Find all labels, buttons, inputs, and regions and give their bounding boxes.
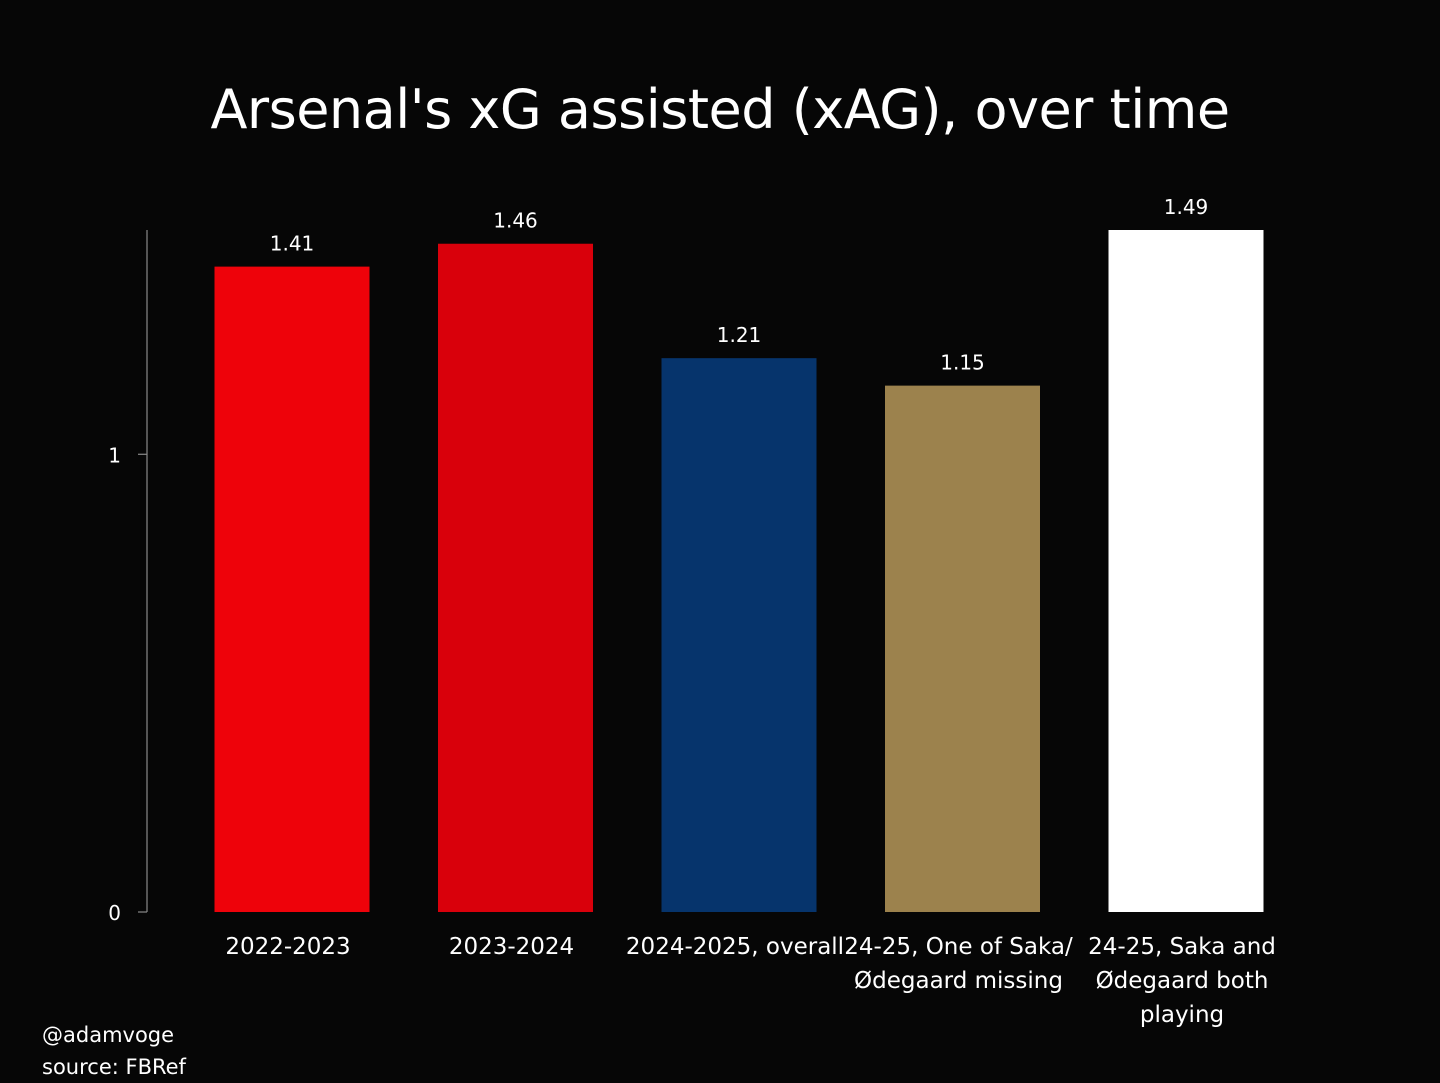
- x-tick-label: 24-25, Saka and: [1088, 934, 1276, 960]
- bar-value-label: 1.21: [717, 323, 762, 347]
- footer: @adamvoge source: FBRef: [42, 1019, 186, 1083]
- x-tick-label: 2024-2025, overall: [626, 934, 844, 960]
- bar: [438, 243, 593, 912]
- x-tick-label: 2022-2023: [225, 934, 350, 960]
- value-labels: 1.41 1.46 1.21 1.15 1.49: [270, 195, 1209, 375]
- credit-text: @adamvoge: [42, 1023, 175, 1047]
- bars: [214, 230, 1264, 913]
- bar-value-label: 1.49: [1164, 195, 1209, 219]
- x-tick-label: 2023-2024: [449, 934, 574, 960]
- bar: [1108, 230, 1264, 912]
- bar-value-label: 1.46: [493, 209, 538, 233]
- source-text: source: FBRef: [42, 1055, 186, 1079]
- bar: [661, 358, 817, 912]
- bar-value-label: 1.15: [940, 351, 985, 375]
- bar: [885, 385, 1040, 913]
- x-tick-label: Ødegaard missing: [854, 968, 1063, 994]
- bar-value-label: 1.41: [270, 232, 315, 256]
- chart-title: Arsenal's xG assisted (xAG), over time: [210, 78, 1230, 141]
- y-tick-label: 1: [108, 443, 121, 467]
- x-tick-label: Ødegaard both: [1096, 968, 1269, 994]
- y-axis: 01: [108, 230, 148, 925]
- bar: [214, 266, 370, 913]
- x-tick-labels: 2022-2023 2023-2024 2024-2025, overall 24-2…: [225, 934, 1276, 1028]
- x-tick-label: 24-25, One of Saka/: [844, 934, 1073, 960]
- x-tick-label: playing: [1140, 1002, 1224, 1028]
- y-tick-label: 0: [108, 901, 121, 925]
